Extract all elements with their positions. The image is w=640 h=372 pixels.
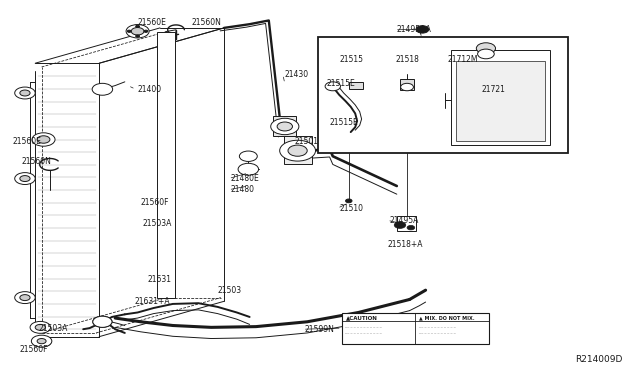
Circle shape [277,122,292,131]
Bar [284,136,312,164]
Bar [342,313,489,344]
Text: 21503A: 21503A [38,324,68,333]
Circle shape [239,151,257,161]
Text: 21560N: 21560N [192,18,222,27]
Text: _ _ _ _ _ _ _ _ _ _ _ _: _ _ _ _ _ _ _ _ _ _ _ _ [418,330,456,334]
Text: ▲CAUTION: ▲CAUTION [346,315,378,320]
Text: 21560F: 21560F [19,345,48,354]
Circle shape [15,292,35,304]
Text: 21515: 21515 [339,55,364,64]
Text: R214009D: R214009D [575,355,622,364]
Text: _ _ _ _ _ _ _ _ _ _ _ _: _ _ _ _ _ _ _ _ _ _ _ _ [344,330,382,334]
Circle shape [93,316,112,327]
Bar [397,216,416,231]
Text: 21503A: 21503A [142,219,172,228]
Circle shape [238,163,259,175]
Bar [157,32,175,298]
Text: 21503: 21503 [218,286,242,295]
Bar [400,79,414,90]
Circle shape [136,25,140,28]
Text: 21712M: 21712M [448,55,479,64]
Text: 21501: 21501 [294,137,319,146]
Circle shape [271,118,299,135]
Text: 21400: 21400 [138,85,162,94]
Text: 21631+A: 21631+A [134,297,170,306]
Circle shape [131,28,144,35]
Circle shape [325,82,340,91]
Circle shape [37,339,46,344]
Circle shape [31,335,52,347]
Text: 21518: 21518 [396,55,419,64]
Text: 21631: 21631 [147,275,172,283]
Circle shape [92,83,113,95]
Text: _ _ _ _ _ _ _ _ _ _ _ _: _ _ _ _ _ _ _ _ _ _ _ _ [418,324,456,328]
Circle shape [288,145,307,156]
Circle shape [35,324,45,330]
Text: _ _ _ _ _ _ _ _ _ _ _ _: _ _ _ _ _ _ _ _ _ _ _ _ [344,324,382,328]
Text: 21518+A: 21518+A [387,240,422,249]
Circle shape [30,321,51,333]
Circle shape [477,49,494,59]
Circle shape [37,339,46,344]
Circle shape [20,90,30,96]
Circle shape [401,83,413,91]
Bar [451,50,550,145]
Bar [349,82,363,89]
Text: 21510: 21510 [339,204,364,213]
Text: 21430: 21430 [285,70,309,79]
Text: 21560E: 21560E [138,18,166,27]
Circle shape [37,136,50,143]
Text: ▲ MIX. DO NOT MIX.: ▲ MIX. DO NOT MIX. [419,315,474,320]
Circle shape [127,30,131,32]
Circle shape [15,173,35,185]
Bar [456,61,545,141]
Text: 21515E: 21515E [330,118,358,126]
Text: 21560E: 21560E [13,137,42,146]
Circle shape [476,43,495,54]
Circle shape [126,25,149,38]
Text: 21560N: 21560N [21,157,51,166]
Bar [273,116,296,136]
Text: 21495A: 21495A [389,216,419,225]
Circle shape [136,35,140,37]
Text: 21560F: 21560F [141,198,170,207]
Text: 21480E: 21480E [230,174,259,183]
Circle shape [20,176,30,182]
Circle shape [416,26,429,33]
Circle shape [32,133,55,146]
Text: 21599N: 21599N [305,325,335,334]
Circle shape [394,222,406,228]
Circle shape [280,140,316,161]
Circle shape [93,316,112,327]
Text: 21515E: 21515E [326,79,355,88]
Text: 21721: 21721 [481,85,505,94]
Circle shape [346,199,352,203]
Circle shape [32,336,51,347]
Circle shape [15,87,35,99]
Text: 21480: 21480 [230,185,254,194]
Circle shape [144,30,148,32]
Bar [318,37,568,153]
Circle shape [407,225,415,230]
Circle shape [20,295,30,301]
Text: 21495AA: 21495AA [397,25,431,34]
